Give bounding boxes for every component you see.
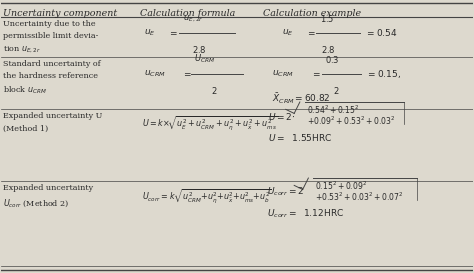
Text: $=$: $=$	[306, 28, 316, 37]
Text: Expanded uncertainty: Expanded uncertainty	[3, 184, 93, 192]
Text: $=0.15,$: $=0.15,$	[366, 68, 401, 80]
Text: (Method 1): (Method 1)	[3, 124, 48, 133]
Text: $=$: $=$	[182, 70, 192, 79]
Text: $2$: $2$	[333, 85, 339, 96]
Text: Calculation formula: Calculation formula	[140, 9, 236, 18]
Text: $U = k{\times}\!\sqrt{u_{E}^{2} + u_{CRM}^{2} + u_{\eta}^{2} + u_{\bar{x}}^{2} +: $U = k{\times}\!\sqrt{u_{E}^{2} + u_{CRM…	[142, 114, 278, 133]
Text: $u_{CRM}$: $u_{CRM}$	[144, 69, 166, 79]
Text: $\bar{X}_{CRM}=60.82$: $\bar{X}_{CRM}=60.82$	[273, 91, 331, 106]
Text: $+0.09^2+0.53^2+0.03^2$: $+0.09^2+0.53^2+0.03^2$	[307, 115, 395, 127]
Text: $u_{CRM}$: $u_{CRM}$	[273, 69, 294, 79]
Text: Uncertainty due to the: Uncertainty due to the	[3, 20, 96, 28]
Text: $U=\ \ 1.55\mathrm{HRC}$: $U=\ \ 1.55\mathrm{HRC}$	[268, 132, 332, 143]
Text: $U_{corr}{=}k\sqrt{u_{CRM}^{2}{+}u_{\eta}^{2}{+}u_{\bar{x}}^{2}{+}u_{ms}^{2}{+}u: $U_{corr}{=}k\sqrt{u_{CRM}^{2}{+}u_{\eta…	[142, 188, 272, 206]
Text: $+0.53^2+0.03^2+0.07^2$: $+0.53^2+0.03^2+0.07^2$	[316, 191, 404, 203]
Text: Standard uncertainty of: Standard uncertainty of	[3, 60, 100, 68]
Text: $U_{CRM}$: $U_{CRM}$	[194, 52, 216, 65]
Text: $2.8$: $2.8$	[320, 44, 335, 55]
Text: Uncertainty component: Uncertainty component	[3, 9, 117, 18]
Text: Expanded uncertainty U: Expanded uncertainty U	[3, 111, 102, 120]
Text: $u_E$: $u_E$	[144, 28, 155, 38]
Text: $u_E$: $u_E$	[282, 28, 293, 38]
Text: $2.8$: $2.8$	[192, 44, 207, 55]
Text: Calculation example: Calculation example	[263, 9, 361, 18]
Text: $= 0.54$: $= 0.54$	[365, 27, 397, 38]
Text: permissible limit devia-: permissible limit devia-	[3, 32, 99, 40]
Text: $U_{corr}{=}\ \ 1.12\mathrm{HRC}$: $U_{corr}{=}\ \ 1.12\mathrm{HRC}$	[267, 208, 344, 220]
Text: $0.3$: $0.3$	[325, 54, 340, 65]
Text: the hardness reference: the hardness reference	[3, 72, 98, 80]
Text: block $u_{CRM}$: block $u_{CRM}$	[3, 85, 47, 96]
Text: $U_{corr}$ (Method 2): $U_{corr}$ (Method 2)	[3, 197, 69, 209]
Text: $u_{E,2r}$: $u_{E,2r}$	[182, 13, 203, 23]
Text: $=$: $=$	[311, 70, 321, 79]
Text: tion $u_{E,2r}$: tion $u_{E,2r}$	[3, 45, 41, 55]
Text: $1.5$: $1.5$	[319, 13, 334, 23]
Text: $2$: $2$	[211, 85, 218, 96]
Text: $U{=}2{\cdot}$: $U{=}2{\cdot}$	[268, 111, 295, 122]
Text: $U_{corr}{=}2$: $U_{corr}{=}2$	[267, 186, 304, 198]
Text: $0.15^2+0.09^2$: $0.15^2+0.09^2$	[316, 179, 367, 192]
Text: $=$: $=$	[168, 28, 179, 37]
Text: $0.54^2+0.15^2$: $0.54^2+0.15^2$	[307, 103, 359, 115]
